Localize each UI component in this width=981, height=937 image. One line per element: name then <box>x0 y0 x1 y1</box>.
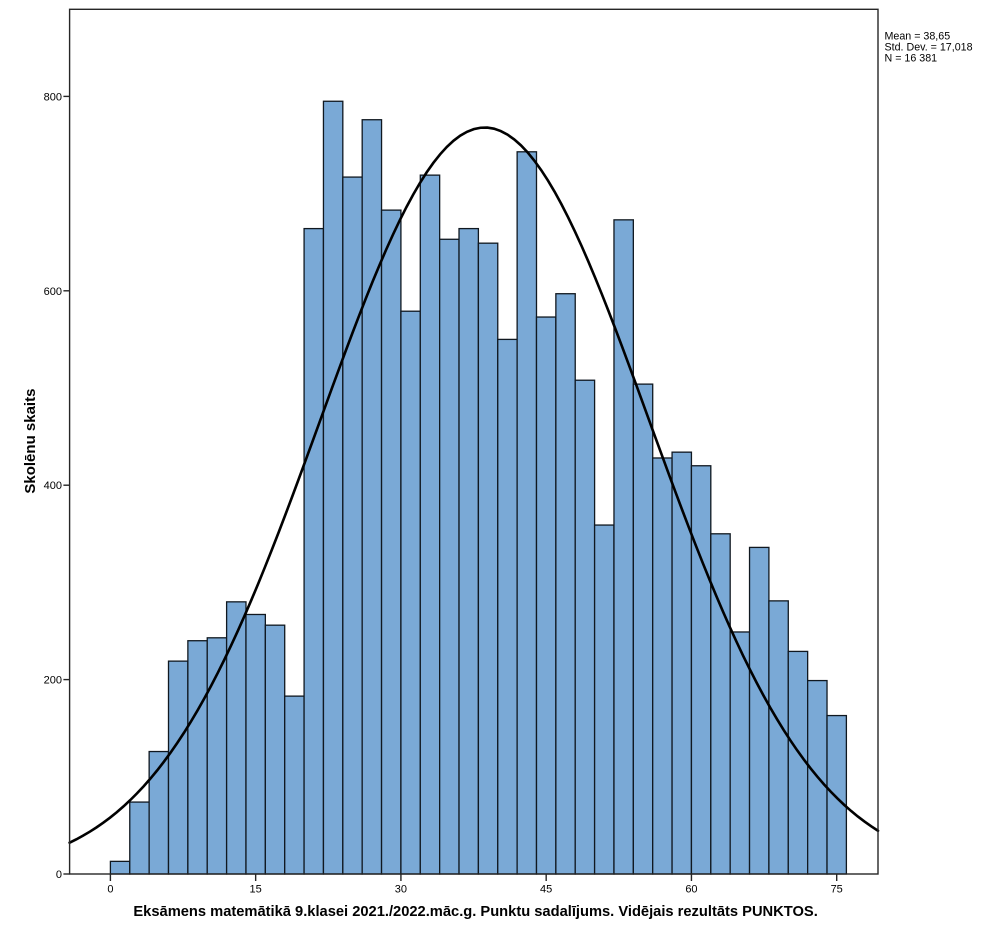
svg-text:45: 45 <box>540 884 552 896</box>
svg-text:400: 400 <box>44 480 62 492</box>
svg-text:Std. Dev. = 17,018: Std. Dev. = 17,018 <box>885 42 973 54</box>
svg-text:Eksāmens matemātikā 9.klasei 2: Eksāmens matemātikā 9.klasei 2021./2022.… <box>133 904 817 920</box>
svg-text:Mean = 38,65: Mean = 38,65 <box>885 30 951 42</box>
svg-text:60: 60 <box>685 884 697 896</box>
svg-text:800: 800 <box>44 91 62 103</box>
svg-text:0: 0 <box>107 884 113 896</box>
svg-text:30: 30 <box>395 884 407 896</box>
svg-text:0: 0 <box>56 869 62 881</box>
svg-text:200: 200 <box>44 675 62 687</box>
svg-text:Skolēnu skaits: Skolēnu skaits <box>22 389 39 494</box>
svg-text:15: 15 <box>250 884 262 896</box>
svg-text:75: 75 <box>831 884 843 896</box>
svg-text:600: 600 <box>44 286 62 298</box>
svg-text:N = 16 381: N = 16 381 <box>885 53 938 65</box>
